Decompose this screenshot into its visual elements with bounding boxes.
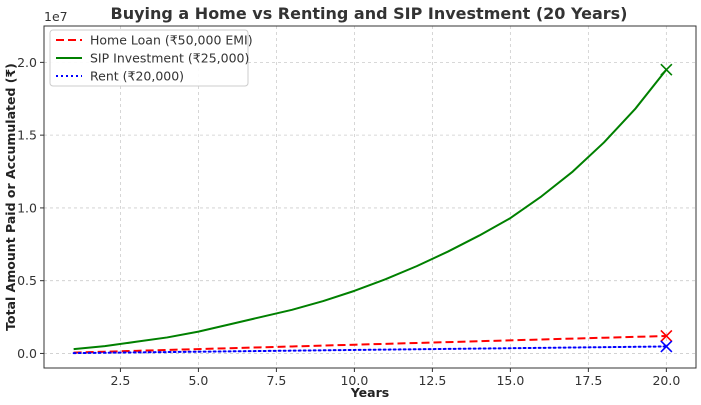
plot-frame	[43, 25, 697, 369]
x-axis-label: Years	[350, 385, 389, 400]
y-tick-label: 0.0	[17, 346, 37, 361]
y-axis-ticks: 0.0 0.5 1.0 1.5 2.0	[17, 55, 44, 361]
series-line	[72, 345, 668, 355]
x-tick-label: 12.5	[418, 373, 446, 388]
series-line	[73, 334, 667, 354]
series-end-marker	[660, 63, 673, 76]
y-tick-label: 2.0	[17, 55, 37, 70]
x-tick-label: 2.5	[110, 373, 130, 388]
series-end-marker	[660, 340, 673, 353]
chart-title: Buying a Home vs Renting and SIP Investm…	[111, 4, 628, 23]
legend-label: Rent (₹20,000)	[90, 69, 184, 84]
x-tick-label: 10.0	[340, 373, 368, 388]
x-tick-label: 7.5	[266, 373, 286, 388]
y-tick-label: 1.5	[17, 128, 37, 143]
y-tick-label: 1.0	[17, 200, 37, 215]
legend: Home Loan (₹50,000 EMI) SIP Investment (₹…	[49, 29, 253, 87]
series-line	[73, 69, 668, 351]
x-tick-label: 20.0	[652, 373, 680, 388]
series-end-marker	[660, 329, 673, 343]
x-tick-label: 15.0	[496, 373, 524, 388]
series-layer	[72, 63, 673, 355]
x-tick-label: 17.5	[574, 373, 602, 388]
x-axis-ticks: 2.5 5.0 7.5 10.0 12.5 15.0 17.5 20.0	[110, 368, 680, 388]
y-tick-label: 0.5	[17, 273, 37, 288]
legend-box	[49, 29, 249, 87]
legend-label: Home Loan (₹50,000 EMI)	[90, 33, 253, 48]
y-axis-label: Total Amount Paid or Accumulated (₹)	[3, 63, 18, 331]
x-tick-label: 5.0	[188, 373, 208, 388]
y-axis-offset-label: 1e7	[44, 9, 68, 24]
legend-label: SIP Investment (₹25,000)	[90, 51, 249, 66]
